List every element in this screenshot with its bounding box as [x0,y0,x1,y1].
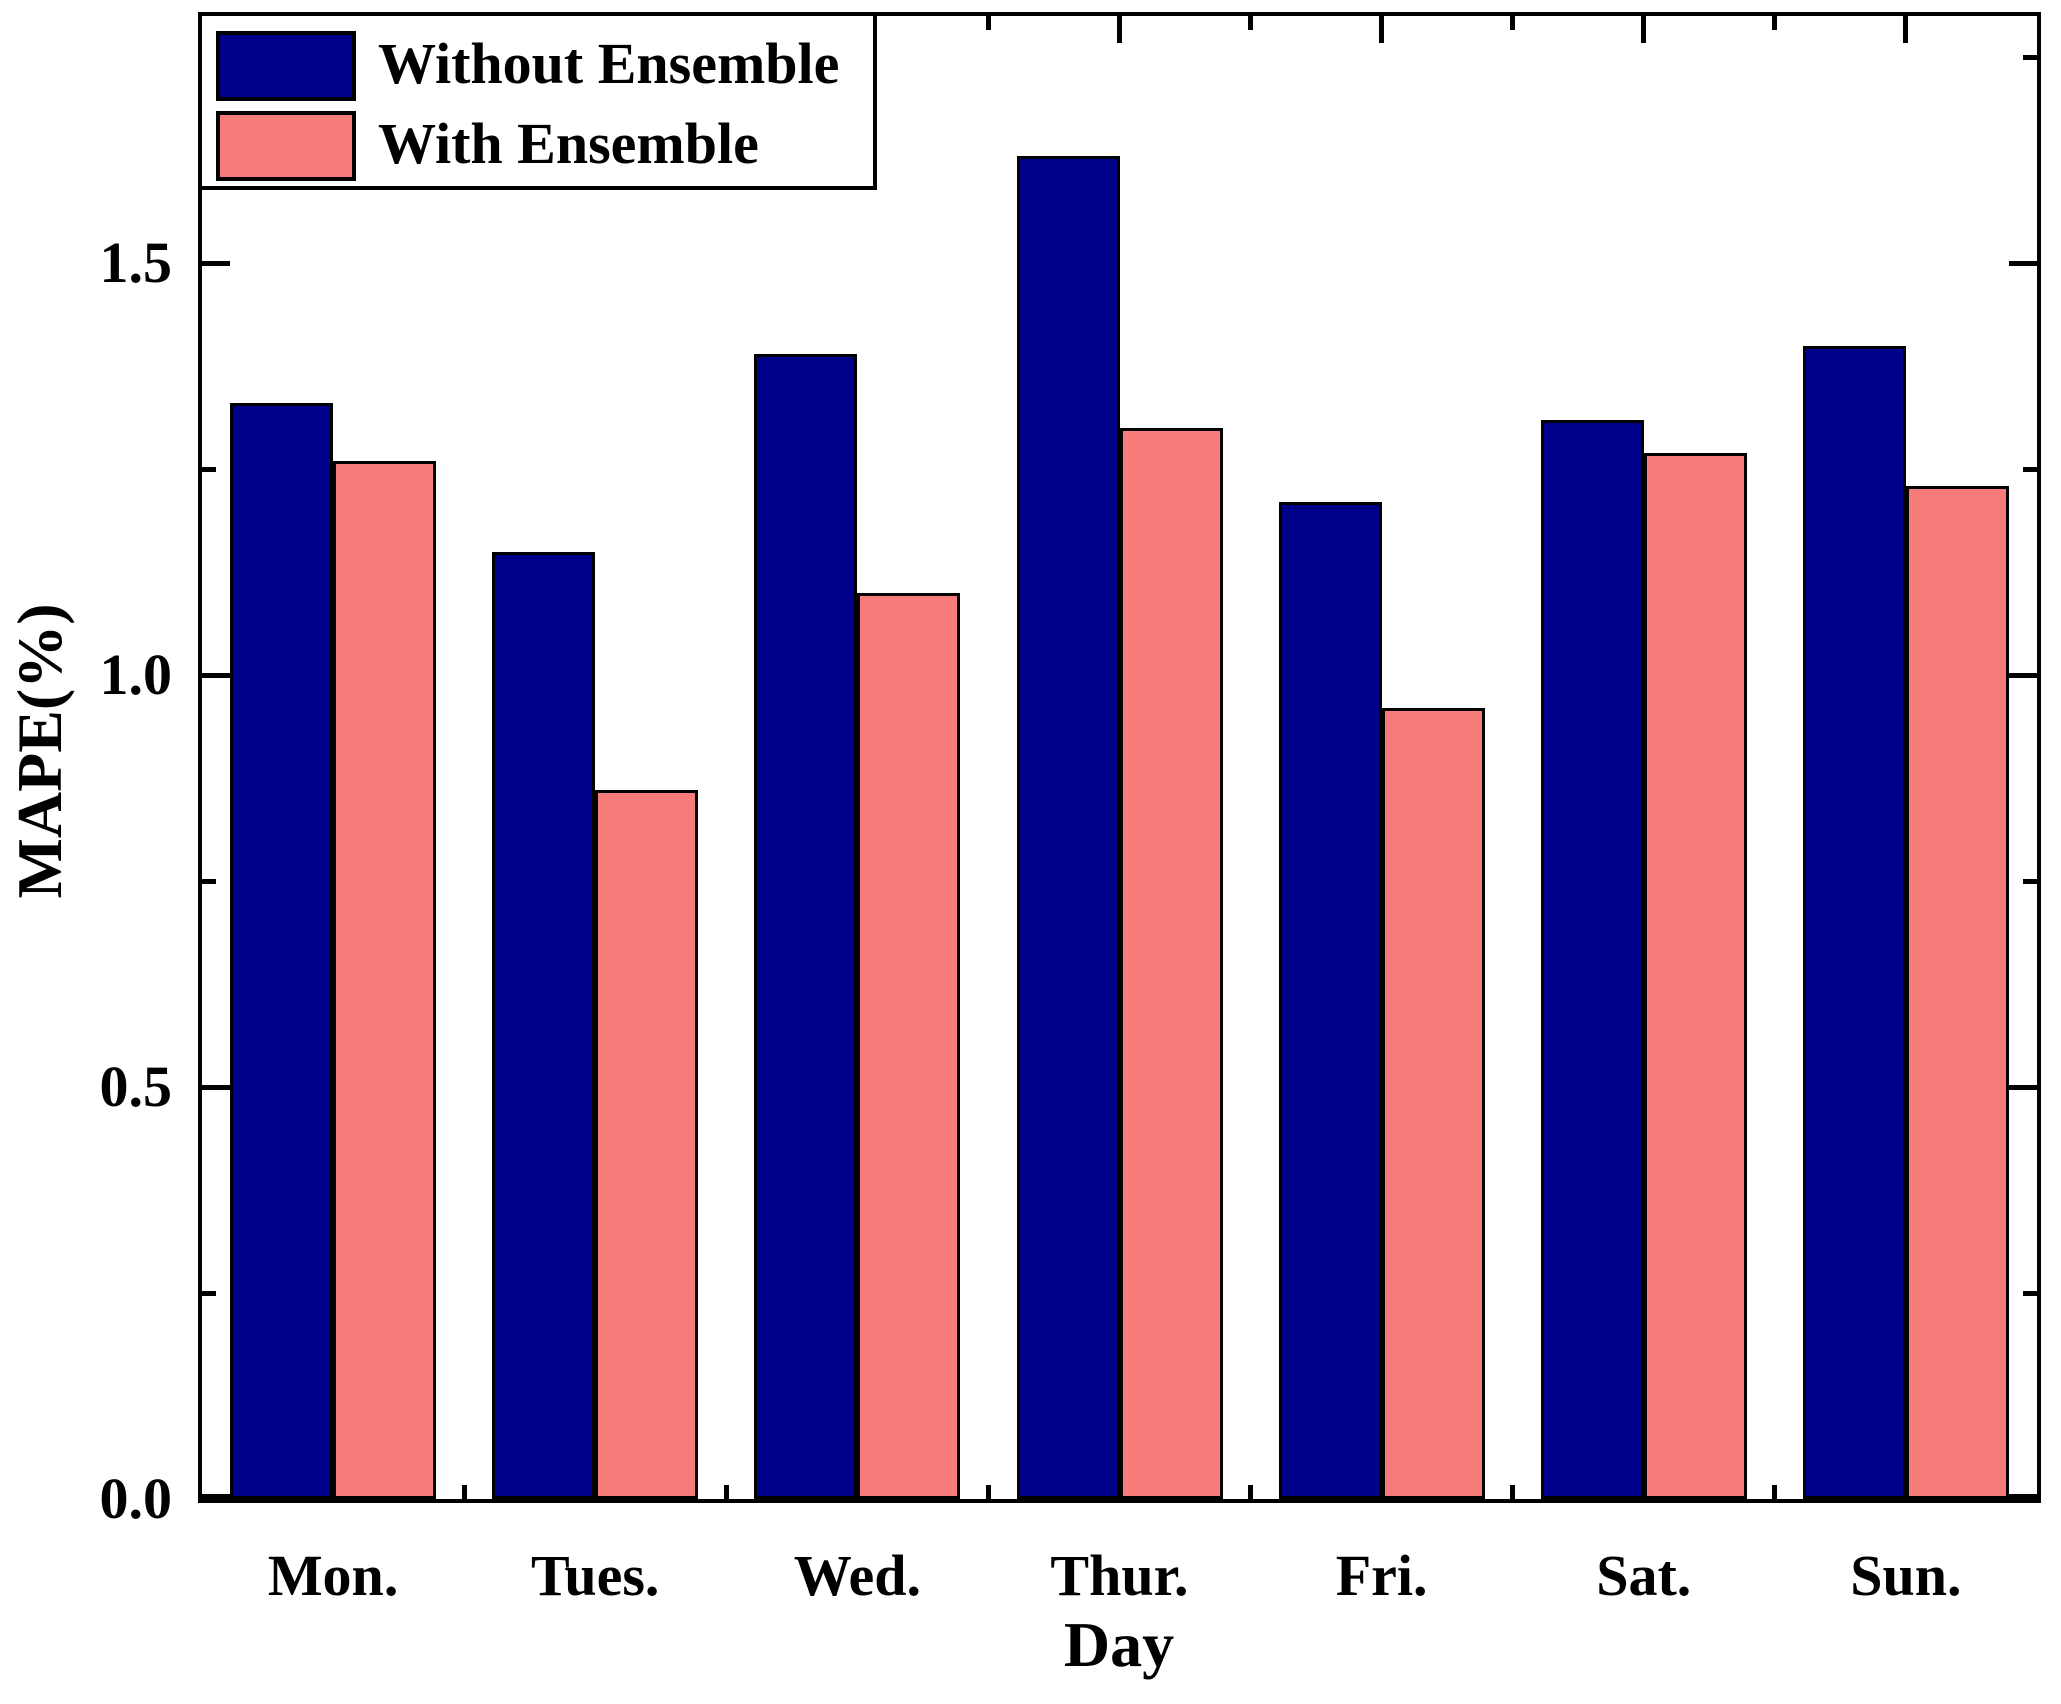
x-tick-label: Fri. [1335,1543,1428,1608]
y-axis-title: MAPE(%) [4,603,75,899]
plot-area [198,12,2041,1503]
bar-sun-without-ensemble [1802,345,1906,1499]
y-major-tick [202,1084,230,1090]
y-tick-label: 0.0 [99,1466,173,1531]
y-major-tick [202,672,230,678]
bar-thur-without-ensemble [1016,156,1120,1499]
y-major-tick [202,260,230,266]
bar-thur-with-ensemble [1119,427,1223,1499]
y-minor-tick [2023,466,2037,472]
x-minor-tick [461,1485,467,1499]
bar-wed-with-ensemble [857,592,961,1499]
x-minor-tick [723,1485,729,1499]
x-major-tick [1117,16,1122,43]
legend-item: With Ensemble [202,111,873,181]
x-minor-tick [1248,1485,1254,1499]
x-tick-label: Tues. [530,1543,660,1608]
bar-sat-with-ensemble [1643,452,1747,1499]
legend-item: Without Ensemble [202,31,873,101]
legend-swatch [216,111,356,181]
x-tick-label: Sun. [1850,1543,1962,1608]
y-major-tick [2009,1084,2037,1090]
bar-mon-without-ensemble [230,403,334,1499]
x-minor-tick [1248,16,1254,30]
bar-wed-without-ensemble [754,353,858,1499]
legend-swatch [216,31,356,101]
y-minor-tick [2023,1290,2037,1296]
x-minor-tick [1510,16,1516,30]
bar-sat-without-ensemble [1540,419,1644,1499]
y-major-tick [2009,1494,2037,1499]
x-major-tick [1379,16,1385,43]
legend-label: Without Ensemble [378,31,840,96]
x-major-tick [1641,16,1647,43]
y-tick-label: 0.5 [99,1054,173,1120]
x-tick-label: Wed. [793,1543,921,1608]
bar-fri-without-ensemble [1278,502,1382,1499]
x-tick-label: Mon. [267,1543,399,1608]
x-minor-tick [985,1485,991,1499]
bar-tues-with-ensemble [595,790,699,1499]
legend-label: With Ensemble [378,111,759,176]
bar-mon-with-ensemble [333,460,437,1499]
x-minor-tick [1772,1485,1778,1499]
x-major-tick [1903,16,1909,43]
y-major-tick [2009,260,2037,266]
y-major-tick [202,1494,230,1499]
y-tick-label: 1.0 [99,642,173,708]
y-minor-tick [2023,54,2037,60]
x-axis-title: Day [1063,1609,1175,1680]
y-major-tick [2009,672,2037,678]
y-minor-tick [202,466,216,472]
y-minor-tick [202,1290,216,1296]
legend: Without Ensemble With Ensemble [198,12,877,190]
bar-tues-without-ensemble [492,551,596,1499]
y-tick-label: 1.5 [99,230,173,296]
x-minor-tick [1510,1485,1516,1499]
bar-sun-with-ensemble [1905,485,2009,1499]
x-minor-tick [1772,16,1778,30]
y-minor-tick [2023,878,2037,884]
x-minor-tick [985,16,991,30]
x-tick-label: Thur. [1050,1543,1189,1608]
x-tick-label: Sat. [1596,1543,1692,1608]
y-minor-tick [202,878,216,884]
bar-fri-with-ensemble [1381,708,1485,1499]
